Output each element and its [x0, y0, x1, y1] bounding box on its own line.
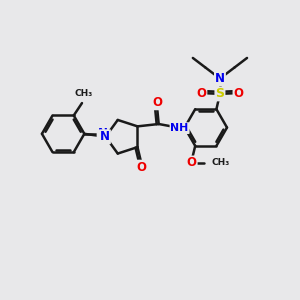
- Text: N: N: [98, 127, 108, 140]
- Text: S: S: [215, 87, 224, 101]
- Text: O: O: [152, 96, 162, 109]
- Text: O: O: [136, 161, 146, 174]
- Text: O: O: [187, 157, 197, 169]
- Text: N: N: [215, 72, 225, 85]
- Text: O: O: [196, 87, 206, 100]
- Text: NH: NH: [170, 123, 189, 133]
- Text: CH₃: CH₃: [212, 158, 230, 167]
- Text: O: O: [233, 87, 244, 100]
- Text: CH₃: CH₃: [74, 89, 92, 98]
- Text: N: N: [100, 130, 110, 143]
